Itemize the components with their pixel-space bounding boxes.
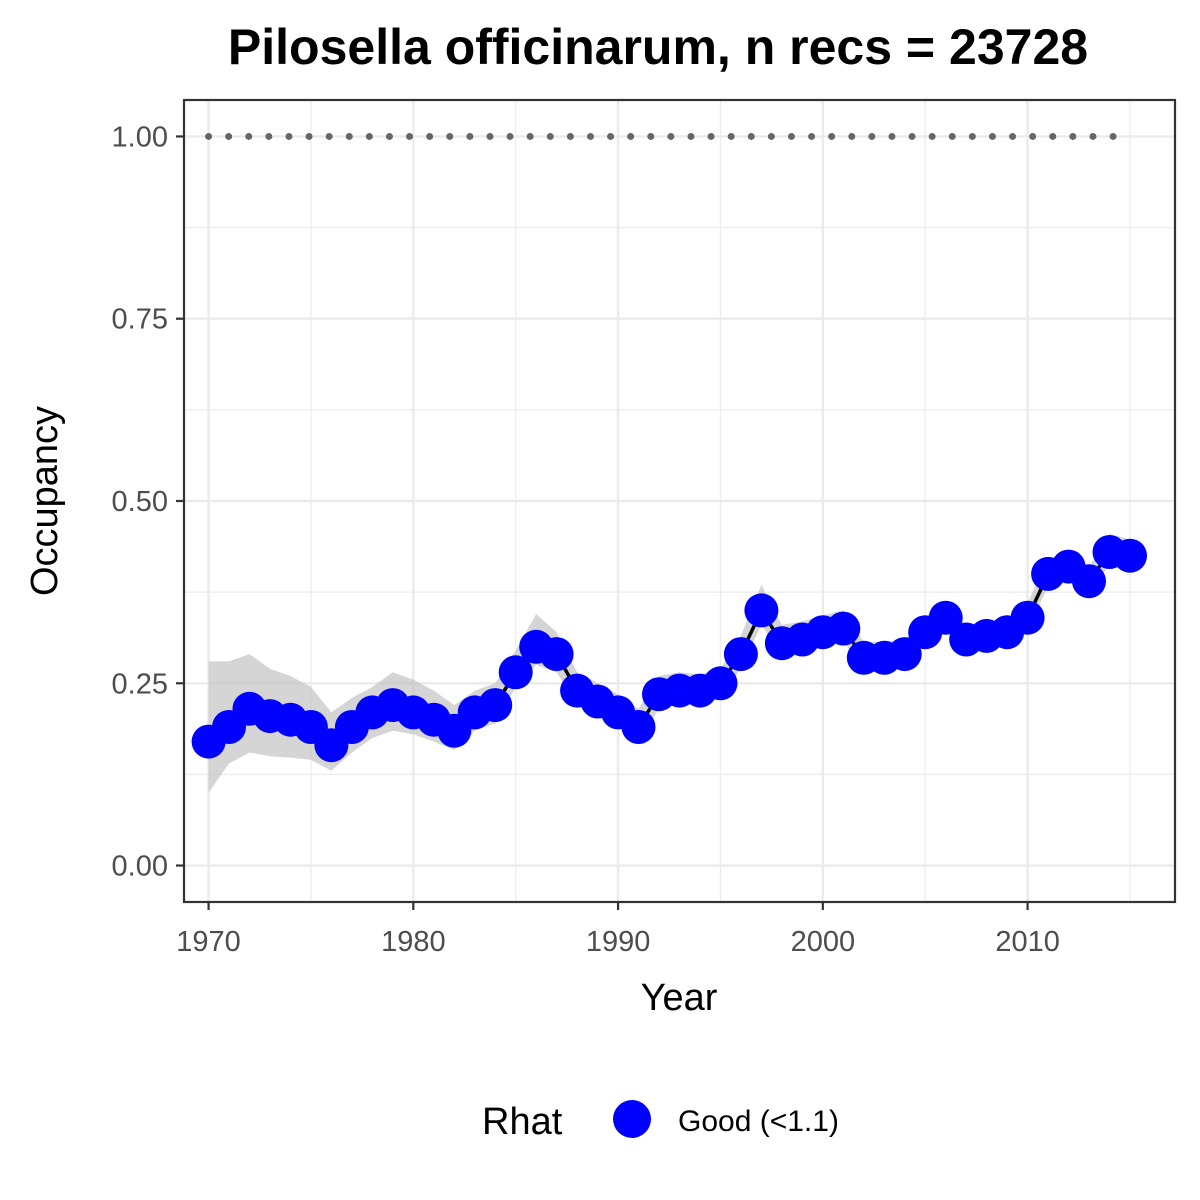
- data-point: [621, 710, 656, 744]
- data-point: [928, 600, 963, 635]
- data-point: [1072, 564, 1106, 599]
- data-point: [826, 611, 861, 646]
- data-point: [744, 593, 779, 628]
- data-point: [539, 637, 574, 672]
- x-axis-label: Year: [641, 977, 718, 1019]
- data-point: [723, 637, 758, 672]
- x-tick-label: 1980: [381, 926, 446, 958]
- y-tick-label: 0.75: [112, 304, 168, 336]
- x-tick-label: 1970: [176, 926, 241, 958]
- data-point: [1010, 600, 1045, 635]
- data-point: [498, 655, 533, 690]
- x-tick-label: 2010: [995, 926, 1060, 958]
- legend-title: Rhat: [482, 1101, 563, 1143]
- y-axis-label: Occupancy: [24, 406, 66, 596]
- y-axis: 0.00 0.25 0.50 0.75 1.00: [112, 121, 184, 883]
- x-axis: 1970 1980 1990 2000 2010: [176, 902, 1060, 958]
- y-tick-label: 0.50: [112, 486, 168, 518]
- x-tick-label: 1990: [586, 926, 651, 958]
- points-layer: [191, 535, 1147, 763]
- data-point: [478, 688, 513, 723]
- y-tick-label: 1.00: [112, 121, 168, 153]
- chart-title: Pilosella officinarum, n recs = 23728: [228, 19, 1088, 75]
- data-point: [703, 666, 738, 701]
- legend: Rhat Good (<1.1): [482, 1100, 839, 1143]
- data-point: [1113, 538, 1147, 573]
- legend-entry: Good (<1.1): [678, 1105, 839, 1138]
- x-tick-label: 2000: [791, 926, 856, 958]
- y-tick-label: 0.25: [112, 668, 168, 700]
- data-point: [887, 637, 922, 672]
- legend-key-point: [613, 1100, 651, 1138]
- y-tick-label: 0.00: [112, 851, 168, 883]
